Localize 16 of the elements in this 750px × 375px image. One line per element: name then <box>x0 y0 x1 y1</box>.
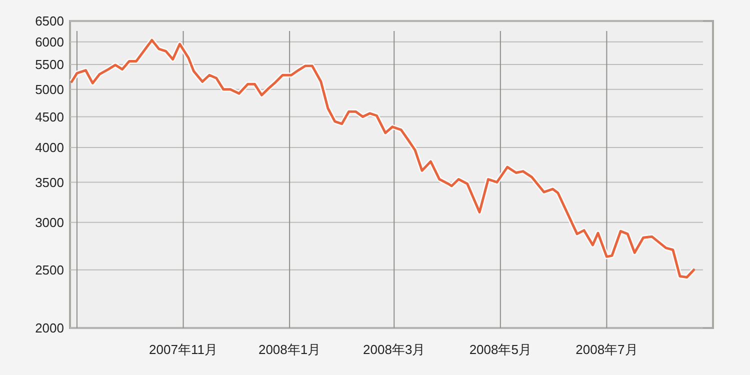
x-tick-label: 2007年11月 <box>149 342 218 357</box>
y-tick-label: 5500 <box>35 57 64 72</box>
y-tick-label: 4000 <box>35 140 64 156</box>
x-tick-label: 2008年3月 <box>363 342 426 357</box>
x-tick-label: 2008年5月 <box>469 342 532 357</box>
x-tick-label: 2008年7月 <box>576 342 638 357</box>
x-tick-label: 2008年1月 <box>258 342 321 357</box>
y-tick-label: 6500 <box>35 14 64 29</box>
y-tick-label: 3000 <box>35 214 64 230</box>
y-tick-label: 2000 <box>35 320 64 336</box>
y-tick-label: 5000 <box>35 82 64 97</box>
y-tick-label: 6000 <box>35 34 64 50</box>
y-tick-label: 3500 <box>35 174 64 190</box>
y-tick-label: 2500 <box>35 262 64 278</box>
line-series <box>69 38 696 280</box>
y-tick-label: 4500 <box>35 109 64 124</box>
